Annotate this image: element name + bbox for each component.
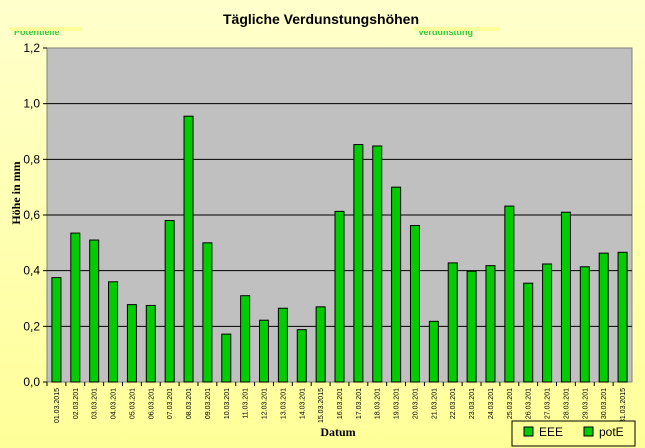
clipped-label-left: Potentielle — [14, 27, 60, 37]
bar — [409, 225, 420, 383]
x-tick-label: 17.03.201 — [356, 388, 363, 419]
bar — [164, 220, 175, 383]
x-tick-label: 13.03.201 — [280, 388, 287, 419]
bar — [466, 270, 477, 383]
bar — [315, 306, 326, 383]
x-tick-label: 12.03.201 — [262, 388, 269, 419]
bar — [296, 329, 307, 383]
y-tick-label: 0,0 — [23, 375, 40, 389]
legend-label-eee: EEE — [539, 425, 563, 439]
x-tick-label: 04.03.201 — [111, 388, 118, 419]
x-tick-label: 18.03.201 — [375, 388, 382, 419]
y-axis-label: Höhe in mm — [9, 161, 23, 224]
bar — [598, 252, 609, 383]
bar — [542, 263, 553, 383]
legend-swatch-pote — [583, 426, 594, 437]
bar — [523, 282, 534, 383]
bar — [51, 277, 62, 383]
x-tick-label: 23.03.201 — [469, 388, 476, 419]
x-tick-label: 11.03.201 — [243, 388, 250, 419]
bar — [89, 239, 100, 383]
x-tick-label: 03.03.201 — [92, 388, 99, 419]
bar — [560, 211, 571, 383]
y-tick-label: 0,8 — [23, 152, 40, 166]
bar — [240, 295, 251, 383]
x-tick-label: 27.03.201 — [545, 388, 552, 419]
x-tick-label: 02.03.201 — [73, 388, 80, 419]
bar — [259, 319, 270, 383]
bar — [221, 333, 232, 383]
clip-mask-left — [10, 27, 82, 31]
x-axis-ticks: 01.03.2015 02.03.201 03.03.201 04.03.201 05.… — [46, 382, 627, 423]
chart-title: Tägliche Verdunstungshöhen — [223, 11, 419, 27]
x-tick-label: 16.03.201 — [337, 388, 344, 419]
y-axis-ticks: 0,0 0,2 0,4 0,6 0,8 1,0 1,2 — [23, 41, 47, 389]
x-tick-label: 21.03.201 — [431, 388, 438, 419]
bar — [70, 232, 81, 383]
bar — [334, 210, 345, 383]
clipped-label-right: Verdunstung — [418, 27, 473, 37]
bar — [126, 304, 137, 383]
x-tick-label: 24.03.201 — [488, 388, 495, 419]
x-tick-label: 14.03.201 — [299, 388, 306, 419]
x-tick-label: 31.03.2015 — [620, 388, 627, 423]
bar — [145, 304, 156, 383]
bar — [353, 144, 364, 383]
x-tick-label: 20.03.201 — [412, 388, 419, 419]
x-axis-label: Datum — [320, 425, 355, 439]
y-tick-label: 0,4 — [23, 264, 40, 278]
x-tick-label: 06.03.201 — [148, 388, 155, 419]
legend-swatch-eee — [523, 426, 534, 437]
bar-series — [51, 115, 628, 383]
bar — [202, 242, 213, 383]
x-tick-label: 30.03.201 — [601, 388, 608, 419]
x-tick-label: 01.03.2015 — [54, 388, 61, 423]
clip-mask-right — [414, 27, 500, 31]
y-tick-label: 0,6 — [23, 208, 40, 222]
bar — [277, 307, 288, 383]
x-tick-label: 05.03.201 — [129, 388, 136, 419]
bar — [617, 251, 628, 383]
x-tick-label: 25.03.201 — [507, 388, 514, 419]
bar — [183, 115, 194, 383]
y-tick-label: 0,2 — [23, 319, 40, 333]
x-tick-label: 15.03.2015 — [318, 388, 325, 423]
x-tick-label: 28.03.201 — [563, 388, 570, 419]
x-tick-label: 08.03.201 — [186, 388, 193, 419]
x-tick-label: 19.03.201 — [394, 388, 401, 419]
bar — [372, 145, 383, 383]
x-tick-label: 07.03.201 — [167, 388, 174, 419]
bar — [579, 266, 590, 383]
bar — [447, 262, 458, 383]
x-tick-label: 10.03.201 — [224, 388, 231, 419]
legend: EEE potE — [511, 420, 636, 447]
y-tick-label: 1,0 — [23, 97, 40, 111]
legend-label-pote: potE — [599, 425, 624, 439]
bar — [428, 320, 439, 383]
bar — [108, 281, 119, 383]
bar — [391, 186, 402, 383]
x-tick-label: 26.03.201 — [526, 388, 533, 419]
bar — [485, 265, 496, 383]
y-tick-label: 1,2 — [23, 41, 40, 55]
bar — [504, 205, 515, 383]
x-tick-label: 29.03.201 — [582, 388, 589, 419]
x-tick-label: 22.03.201 — [450, 388, 457, 419]
x-tick-label: 09.03.201 — [205, 388, 212, 419]
